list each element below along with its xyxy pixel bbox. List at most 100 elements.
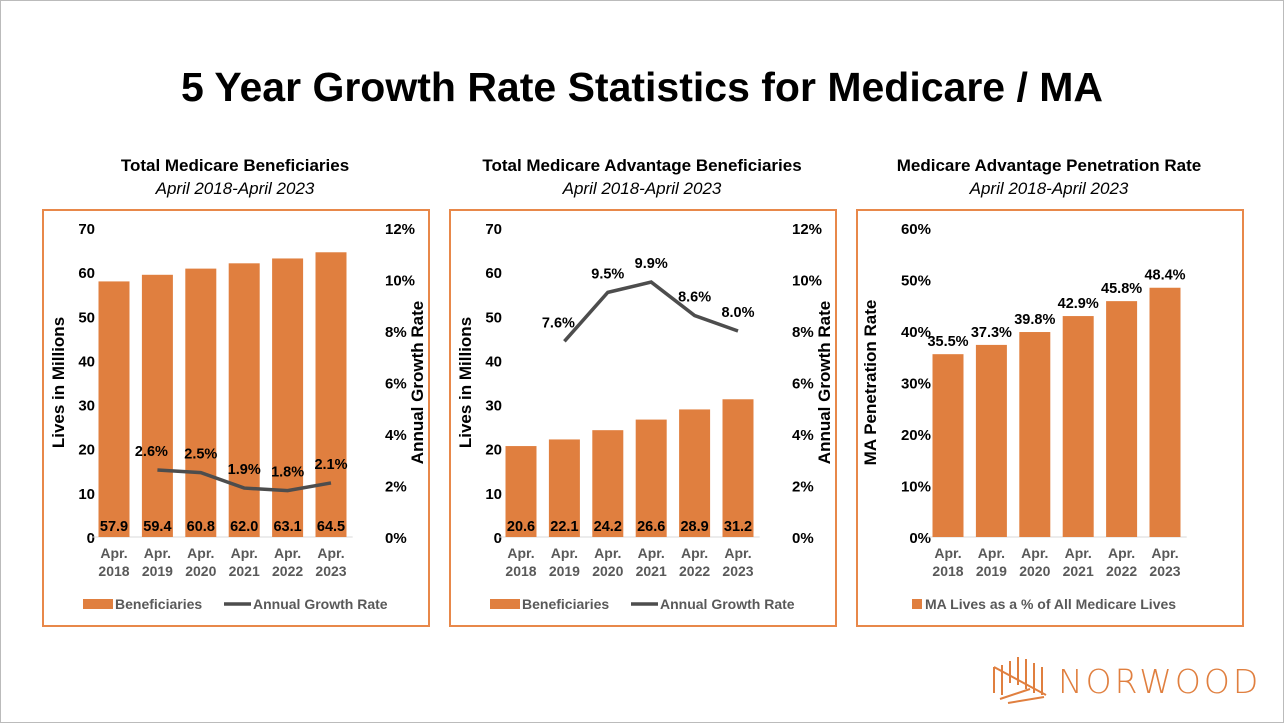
chart-1-panel: 0 10 20 30 40 50 60 70 Lives in Millions 0% 2% 4% 6%… [42, 209, 430, 627]
y-tick-label: 70 [78, 221, 95, 238]
y2-axis-title: Annual Growth Rate [408, 301, 427, 464]
bar [1149, 287, 1181, 537]
y-tick-label: 60 [78, 265, 95, 282]
bar [592, 430, 624, 537]
bar-data-label: 64.5 [317, 519, 345, 535]
bar-data-label: 45.8% [1101, 281, 1142, 297]
y-tick-label: 0 [494, 530, 502, 547]
y-tick-label: 40% [901, 324, 931, 341]
chart-3-panel: 0% 10% 20% 30% 40% 50% 60% MA Penetration Rate 3… [856, 209, 1244, 627]
bar [185, 268, 217, 537]
bar-data-label: 22.1 [550, 519, 578, 535]
y-tick-label: 50% [901, 273, 931, 290]
x-tick-label: Apr. [1108, 545, 1135, 561]
y-tick-label: 30 [78, 398, 95, 415]
chart-1-heading: Total Medicare Beneficiaries April 2018-… [15, 156, 455, 199]
bar [1062, 316, 1094, 537]
x-tick-label: 2021 [229, 563, 260, 579]
x-tick-label: Apr. [934, 545, 961, 561]
bar [975, 344, 1007, 537]
x-tick-label: Apr. [507, 545, 534, 561]
y2-tick-label: 12% [385, 221, 415, 238]
x-tick-label: 2020 [185, 563, 216, 579]
bar-data-label: 37.3% [971, 325, 1012, 341]
growth-rate-line [563, 280, 739, 343]
y2-tick-label: 0% [792, 530, 814, 547]
x-tick-label: Apr. [1021, 545, 1048, 561]
x-tick-label: Apr. [681, 545, 708, 561]
y2-tick-label: 0% [385, 530, 407, 547]
y-tick-label: 30% [901, 376, 931, 393]
x-tick-label: 2023 [315, 563, 346, 579]
chart-1-title: Total Medicare Beneficiaries [120, 156, 350, 175]
x-tick-label: Apr. [978, 545, 1005, 561]
line-data-label: 7.6% [542, 315, 575, 331]
chart-2-title: Total Medicare Advantage Beneficiaries [482, 156, 802, 175]
y-tick-label: 40 [485, 353, 502, 370]
legend-label-line: Annual Growth Rate [253, 596, 388, 612]
legend-swatch-bars [912, 599, 922, 609]
x-tick-label: 2023 [1149, 563, 1180, 579]
x-tick-label: 2021 [636, 563, 667, 579]
chart-3-heading: Medicare Advantage Penetration Rate Apri… [829, 156, 1269, 199]
x-tick-label: 2019 [549, 563, 580, 579]
x-tick-label: 2021 [1063, 563, 1094, 579]
x-tick-label: 2019 [142, 563, 173, 579]
bar [141, 274, 173, 537]
y2-tick-label: 6% [385, 376, 407, 393]
line-data-label: 1.8% [271, 465, 304, 481]
line-data-label: 2.5% [184, 447, 217, 463]
line-data-label: 9.5% [591, 266, 624, 282]
x-tick-label: Apr. [100, 545, 127, 561]
y-tick-label: 0 [87, 530, 95, 547]
legend-label-bars: Beneficiaries [115, 596, 202, 612]
x-tick-label: 2022 [679, 563, 710, 579]
y-tick-label: 10 [78, 486, 95, 503]
bar-data-label: 42.9% [1058, 296, 1099, 312]
brand-name: NORWOOD [1058, 662, 1262, 701]
bar [272, 258, 304, 537]
bar [1106, 301, 1138, 537]
x-tick-label: 2018 [505, 563, 536, 579]
x-tick-label: Apr. [551, 545, 578, 561]
legend-swatch-bars [490, 599, 520, 609]
bar [1019, 332, 1051, 537]
bar-data-label: 26.6 [637, 519, 665, 535]
chart-2: 0 10 20 30 40 50 60 70 Lives in Millions 0% 2% 4% 6%… [456, 221, 834, 612]
y-tick-label: 70 [485, 221, 502, 238]
x-tick-label: 2019 [976, 563, 1007, 579]
x-tick-label: 2018 [932, 563, 963, 579]
y-tick-label: 50 [78, 309, 95, 326]
x-tick-label: Apr. [724, 545, 751, 561]
bar [635, 419, 667, 537]
x-tick-label: 2022 [1106, 563, 1137, 579]
y2-tick-label: 2% [792, 479, 814, 496]
y-tick-label: 0% [909, 530, 931, 547]
bar [679, 409, 711, 537]
x-tick-label: 2022 [272, 563, 303, 579]
chart-2-subtitle: April 2018-April 2023 [562, 179, 722, 198]
x-tick-label: 2018 [98, 563, 129, 579]
chart-2-panel: 0 10 20 30 40 50 60 70 Lives in Millions 0% 2% 4% 6%… [449, 209, 837, 627]
bar-data-label: 62.0 [230, 519, 258, 535]
y-tick-label: 60% [901, 221, 931, 238]
x-tick-label: 2020 [1019, 563, 1050, 579]
bar [932, 354, 964, 537]
x-tick-label: Apr. [1065, 545, 1092, 561]
x-tick-label: Apr. [144, 545, 171, 561]
bar [228, 263, 260, 537]
bar-data-label: 31.2 [724, 519, 752, 535]
x-tick-label: Apr. [274, 545, 301, 561]
line-data-label: 2.1% [314, 457, 347, 473]
chart-1-subtitle: April 2018-April 2023 [155, 179, 315, 198]
x-tick-label: Apr. [638, 545, 665, 561]
bar-data-label: 48.4% [1144, 268, 1185, 284]
y-tick-label: 30 [485, 398, 502, 415]
y2-tick-label: 10% [385, 273, 415, 290]
chart-2-heading: Total Medicare Advantage Beneficiaries A… [422, 156, 862, 199]
line-data-label: 8.0% [721, 305, 754, 321]
x-tick-label: Apr. [187, 545, 214, 561]
x-tick-label: 2020 [592, 563, 623, 579]
y-tick-label: 10 [485, 486, 502, 503]
growth-rate-line [157, 468, 332, 493]
